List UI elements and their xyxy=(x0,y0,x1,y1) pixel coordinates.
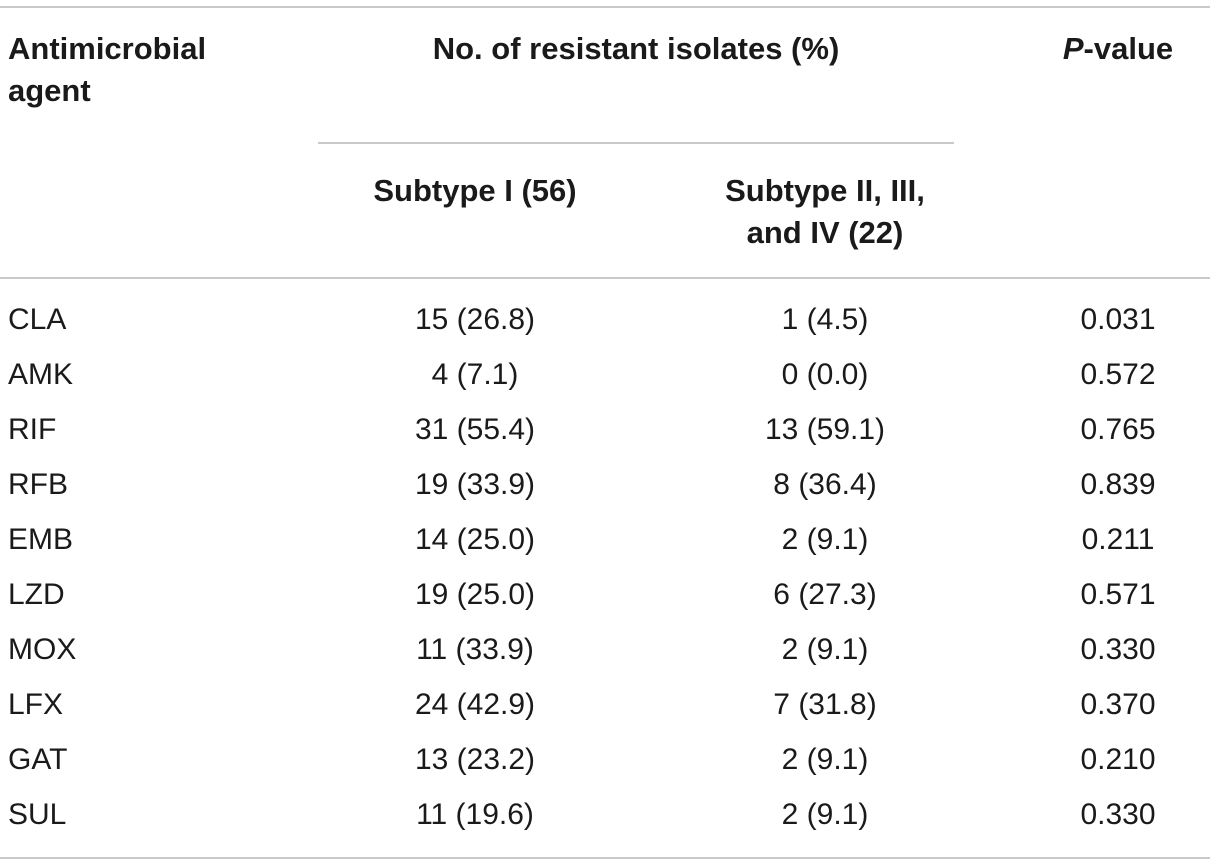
row-agent-label: GAT xyxy=(8,743,68,776)
row-subtype1-value: 24 (42.9) xyxy=(414,688,536,721)
row-agent-label: AMK xyxy=(8,358,74,391)
row-agent-label: SUL xyxy=(8,798,67,831)
row-subtype1-value: 13 (23.2) xyxy=(414,743,536,776)
row-subtype2-value: 1 (4.5) xyxy=(781,303,869,336)
row-subtype2-value: 2 (9.1) xyxy=(781,743,869,776)
row-agent-label: LZD xyxy=(8,578,65,611)
row-subtype1-value: 11 (33.9) xyxy=(416,633,534,666)
group-header-underline xyxy=(318,142,954,144)
pvalue-header-rest: -value xyxy=(1083,31,1174,66)
header-bottom-rule xyxy=(0,277,1210,279)
row-agent-label: MOX xyxy=(8,633,77,666)
row-agent-label: CLA xyxy=(8,303,67,336)
resistant-isolates-group-header: No. of resistant isolates (%) xyxy=(432,31,840,66)
row-subtype2-value: 13 (59.1) xyxy=(764,413,886,446)
row-pvalue: 0.211 xyxy=(1081,523,1155,556)
row-pvalue: 0.571 xyxy=(1080,578,1156,611)
row-subtype2-value: 2 (9.1) xyxy=(781,798,869,831)
row-pvalue: 0.031 xyxy=(1080,303,1156,336)
row-subtype1-value: 19 (33.9) xyxy=(414,468,536,501)
row-pvalue: 0.839 xyxy=(1080,468,1156,501)
row-pvalue: 0.765 xyxy=(1080,413,1156,446)
pvalue-column-header: P-value xyxy=(1018,28,1215,70)
pvalue-italic-p: P xyxy=(1062,31,1084,66)
agent-header-line1: Antimicrobial xyxy=(8,31,207,66)
table-bottom-rule xyxy=(0,857,1210,859)
subtype2-column-header: Subtype II, III, and IV (22) xyxy=(675,170,975,254)
row-agent-label: RIF xyxy=(8,413,57,446)
row-pvalue: 0.572 xyxy=(1080,358,1156,391)
subtype2-header-line2: and IV (22) xyxy=(746,215,904,250)
row-subtype2-value: 6 (27.3) xyxy=(773,578,877,611)
row-subtype2-value: 0 (0.0) xyxy=(781,358,869,391)
subtype2-header-line1: Subtype II, III, xyxy=(725,173,925,208)
row-pvalue: 0.330 xyxy=(1080,633,1156,666)
row-pvalue: 0.330 xyxy=(1080,798,1156,831)
row-subtype2-value: 2 (9.1) xyxy=(781,633,869,666)
row-subtype1-value: 15 (26.8) xyxy=(414,303,536,336)
agent-header-line2: agent xyxy=(8,73,91,108)
row-subtype2-value: 2 (9.1) xyxy=(781,523,869,556)
table-top-rule xyxy=(0,6,1210,8)
row-subtype1-value: 11 (19.6) xyxy=(416,798,534,831)
subtype1-column-header: Subtype I (56) xyxy=(373,173,577,208)
row-subtype1-value: 19 (25.0) xyxy=(414,578,536,611)
row-agent-label: RFB xyxy=(8,468,68,501)
row-subtype1-value: 31 (55.4) xyxy=(414,413,536,446)
row-pvalue: 0.370 xyxy=(1080,688,1156,721)
agent-column-header: Antimicrobial agent xyxy=(8,28,206,112)
row-agent-label: EMB xyxy=(8,523,74,556)
row-subtype2-value: 7 (31.8) xyxy=(773,688,877,721)
row-subtype1-value: 14 (25.0) xyxy=(414,523,536,556)
row-pvalue: 0.210 xyxy=(1080,743,1156,776)
row-subtype2-value: 8 (36.4) xyxy=(773,468,877,501)
row-agent-label: LFX xyxy=(8,688,64,721)
row-subtype1-value: 4 (7.1) xyxy=(431,358,519,391)
